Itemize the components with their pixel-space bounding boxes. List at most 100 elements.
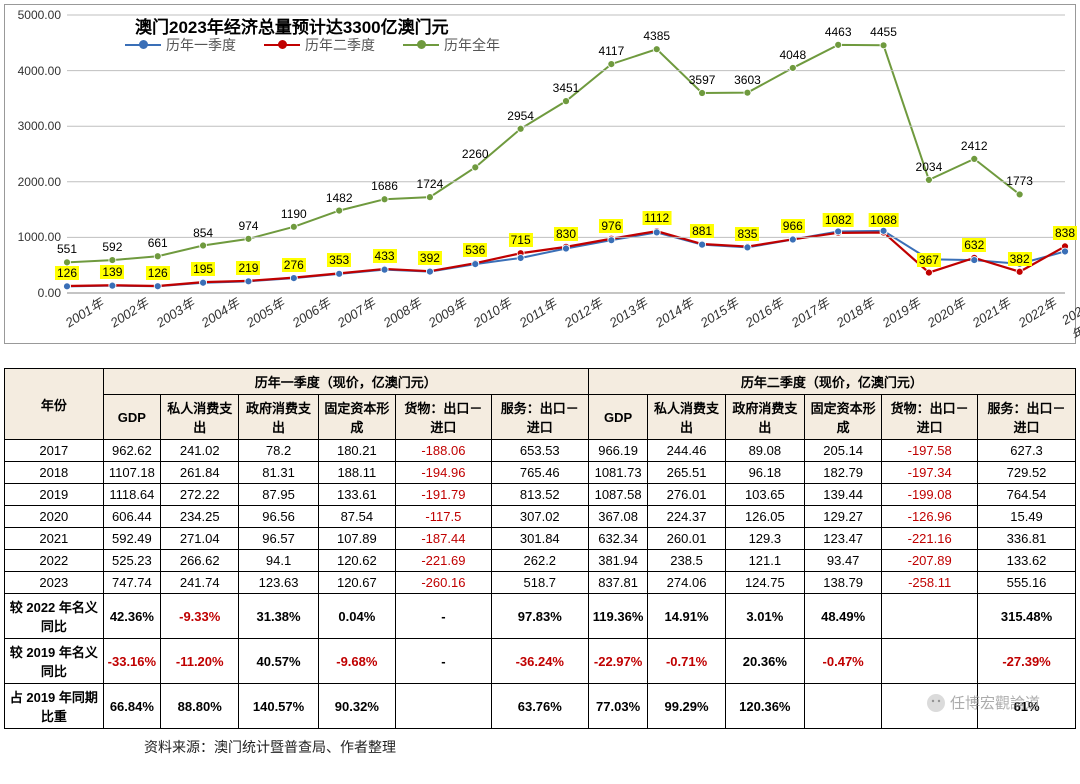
watermark-text: 任博宏觀論道 [950,692,1040,713]
table-cell: 241.02 [161,440,239,462]
table-cell: 653.53 [491,440,588,462]
table-head: 年份 历年一季度（现价，亿澳门元） 历年二季度（现价，亿澳门元） GDP私人消费… [5,369,1076,440]
table-body: 2017962.62241.0278.2180.21-188.06653.539… [5,440,1076,729]
table-cell: 15.49 [978,506,1076,528]
y-axis-label: 3000.00 [7,119,61,133]
table-cell: 260.01 [648,528,725,550]
table-cell: 276.01 [648,484,725,506]
summary-cell: 66.84% [103,684,160,729]
series-value-label: 139 [100,265,124,279]
series-value-label: 974 [238,219,258,233]
y-axis-label: 2000.00 [7,175,61,189]
table-cell: 224.37 [648,506,725,528]
series-value-label: 715 [509,233,533,247]
series-value-label: 838 [1053,226,1077,240]
table-cell: 525.23 [103,550,160,572]
series-value-label: 195 [191,262,215,276]
table-cell: -258.11 [882,572,978,594]
series-value-label: 1190 [281,207,307,221]
table-cell: 261.84 [161,462,239,484]
table-cell: 123.47 [805,528,882,550]
table-cell: 2019 [5,484,104,506]
series-value-label: 976 [599,219,623,233]
col-header: 私人消费支出 [161,395,239,440]
table-cell: -221.69 [395,550,491,572]
table-cell: 244.46 [648,440,725,462]
table-cell: -126.96 [882,506,978,528]
table-cell: 262.2 [491,550,588,572]
summary-cell: -27.39% [978,639,1076,684]
table-cell: -188.06 [395,440,491,462]
series-value-label: 4117 [598,44,624,58]
table-cell: 81.31 [239,462,318,484]
col-header: GDP [103,395,160,440]
table-cell: -197.34 [882,462,978,484]
table-cell: -191.79 [395,484,491,506]
summary-cell: 97.83% [491,594,588,639]
table-cell: 1087.58 [588,484,648,506]
table-cell: 966.19 [588,440,648,462]
group-q2: 历年二季度（现价，亿澳门元） [588,369,1075,395]
table-cell: 120.62 [318,550,395,572]
table-cell: 765.46 [491,462,588,484]
table-cell: 129.3 [725,528,804,550]
summary-cell: 14.91% [648,594,725,639]
summary-label: 较 2019 年名义同比 [5,639,104,684]
table-cell: 627.3 [978,440,1076,462]
table-cell: 87.54 [318,506,395,528]
summary-cell: 99.29% [648,684,725,729]
table-cell: 138.79 [805,572,882,594]
col-year: 年份 [5,369,104,440]
col-header: 固定资本形成 [805,395,882,440]
col-header: 服务：出口－进口 [978,395,1076,440]
table-cell: 962.62 [103,440,160,462]
series-value-label: 551 [57,242,77,256]
summary-cell: -0.47% [805,639,882,684]
table-cell: 93.47 [805,550,882,572]
series-value-label: 1686 [371,179,398,193]
summary-cell: -33.16% [103,639,160,684]
table-cell: 89.08 [725,440,804,462]
series-value-label: 2260 [462,147,489,161]
table-cell: 367.08 [588,506,648,528]
table-cell: 241.74 [161,572,239,594]
table-cell: 129.27 [805,506,882,528]
table-cell: 188.11 [318,462,395,484]
series-value-label: 382 [1008,252,1032,266]
table-cell: 592.49 [103,528,160,550]
table-cell: 2023 [5,572,104,594]
table-cell: 1118.64 [103,484,160,506]
series-value-label: 433 [373,249,397,263]
table-cell: 837.81 [588,572,648,594]
col-header: 服务：出口－进口 [491,395,588,440]
summary-cell: 119.36% [588,594,648,639]
y-axis-label: 0.00 [7,286,61,300]
summary-cell: 31.38% [239,594,318,639]
series-value-label: 1724 [417,177,444,191]
table-row: 2022525.23266.6294.1120.62-221.69262.238… [5,550,1076,572]
table-cell: 133.62 [978,550,1076,572]
summary-label: 占 2019 年同期比重 [5,684,104,729]
summary-cell: 90.32% [318,684,395,729]
col-header: 政府消费支出 [725,395,804,440]
table-cell: 518.7 [491,572,588,594]
table-cell: 632.34 [588,528,648,550]
table-row: 2017962.62241.0278.2180.21-188.06653.539… [5,440,1076,462]
table-cell: -221.16 [882,528,978,550]
summary-cell [882,594,978,639]
table-row: 20181107.18261.8481.31188.11-194.96765.4… [5,462,1076,484]
table-cell: 2022 [5,550,104,572]
series-value-label: 3597 [689,73,716,87]
series-value-label: 830 [554,227,578,241]
series-value-label: 276 [282,258,306,272]
data-source: 资料来源：澳门统计暨普查局、作者整理 [144,737,1076,757]
series-value-label: 353 [327,253,351,267]
table-row: 20191118.64272.2287.95133.61-191.79813.5… [5,484,1076,506]
summary-cell: -36.24% [491,639,588,684]
table-cell: 103.65 [725,484,804,506]
series-value-label: 2034 [916,160,943,174]
summary-cell: 48.49% [805,594,882,639]
col-header: GDP [588,395,648,440]
series-value-label: 2954 [507,109,534,123]
table-cell: 96.57 [239,528,318,550]
